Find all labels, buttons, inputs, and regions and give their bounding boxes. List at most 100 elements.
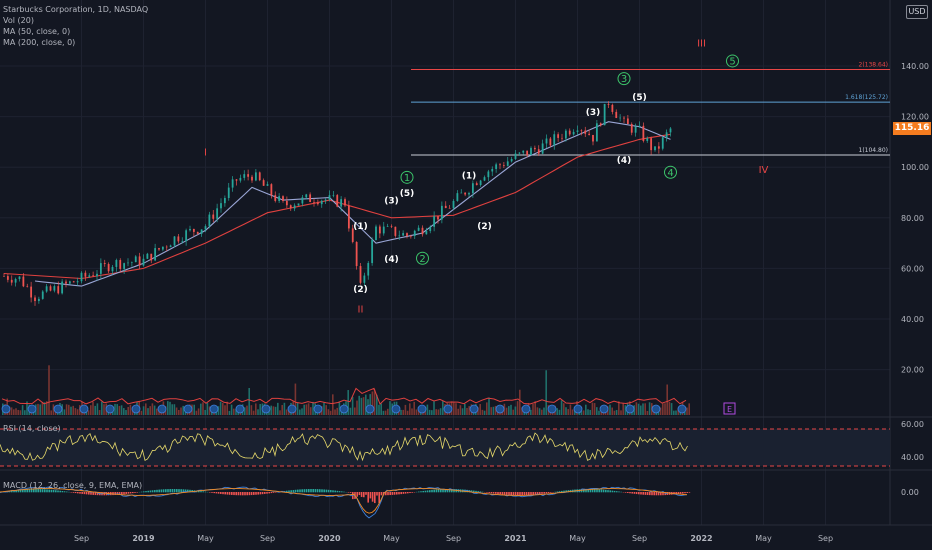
macd-histogram-bar: [228, 492, 231, 495]
volume-bar: [376, 394, 378, 415]
volume-bar: [283, 402, 286, 415]
volume-bar: [233, 408, 235, 415]
volume-bar: [252, 410, 255, 415]
volume-bar: [50, 410, 52, 415]
legend-ma50[interactable]: MA (50, close, 0): [3, 27, 71, 36]
price-tick-label: 120.00: [901, 113, 929, 122]
macd-histogram-bar: [602, 489, 605, 493]
volume-bar: [587, 409, 589, 415]
volume-bar: [486, 402, 488, 415]
candle-body: [158, 248, 160, 250]
candle-body: [611, 104, 614, 112]
volume-bar: [464, 403, 466, 415]
macd-histogram-bar: [268, 492, 270, 494]
macd-histogram-bar: [81, 492, 83, 494]
macd-histogram-bar: [330, 490, 332, 493]
volume-bar: [510, 404, 512, 415]
volume-bar: [17, 409, 19, 415]
macd-histogram-bar: [301, 489, 303, 493]
volume-bar: [380, 403, 382, 415]
wave-label: 2: [419, 254, 425, 265]
macd-histogram-bar: [211, 492, 213, 493]
macd-histogram-bar: [556, 491, 559, 493]
macd-histogram-bar: [129, 492, 132, 494]
candle-body: [266, 184, 269, 186]
candle-body: [425, 231, 428, 235]
macd-histogram-bar: [539, 492, 541, 495]
candle-body: [30, 286, 33, 298]
candle-body: [142, 258, 145, 266]
candle-body: [49, 286, 52, 291]
candle-body: [592, 134, 594, 142]
dividend-marker: [209, 404, 219, 414]
candle-body: [483, 177, 486, 181]
dividend-marker: [183, 404, 193, 414]
macd-histogram-bar: [26, 489, 28, 493]
volume-bar: [48, 365, 50, 415]
volume-bar: [52, 404, 55, 415]
volume-bar: [43, 402, 46, 415]
ma50-path: [34, 121, 671, 287]
legend-macd[interactable]: MACD (12, 26, close, 9, EMA, EMA): [3, 481, 143, 490]
macd-histogram-bar: [125, 492, 127, 494]
volume-bar: [442, 401, 444, 415]
macd-histogram-bar: [475, 490, 477, 493]
legend-rsi[interactable]: RSI (14, close): [3, 424, 61, 433]
candle-body: [417, 227, 420, 231]
macd-tick-label: 0.00: [901, 488, 919, 497]
candle-body: [320, 200, 323, 205]
macd-histogram-bar: [490, 492, 493, 494]
volume-bar: [39, 404, 41, 415]
dividend-marker: [495, 404, 505, 414]
candle-body: [165, 246, 168, 248]
macd-histogram-bar: [61, 490, 64, 493]
volume-bar: [646, 410, 649, 415]
macd-histogram-bar: [677, 492, 680, 495]
macd-histogram-bar: [433, 489, 435, 493]
macd-histogram-bar: [501, 492, 504, 495]
macd-histogram-bar: [380, 492, 383, 496]
candle-body: [196, 231, 199, 234]
volume-bar: [351, 396, 354, 415]
dividend-marker: [157, 404, 167, 414]
candle-body: [123, 263, 126, 269]
candle-body: [448, 208, 451, 209]
volume-bar: [466, 407, 468, 415]
candle-body: [561, 137, 563, 139]
macd-histogram-bar: [244, 492, 246, 496]
volume-bar: [349, 407, 352, 415]
legend-ma200[interactable]: MA (200, close, 0): [3, 38, 76, 47]
macd-histogram-bar: [389, 492, 391, 496]
volume-bar: [235, 408, 237, 415]
candle-body: [274, 195, 277, 201]
macd-histogram-bar: [200, 491, 202, 493]
macd-histogram-bar: [136, 492, 138, 493]
macd-histogram-bar: [367, 492, 369, 503]
dividend-marker: [677, 404, 687, 414]
volume-bar: [662, 403, 664, 415]
currency-button[interactable]: USD: [906, 5, 928, 19]
macd-histogram-bar: [66, 491, 68, 493]
macd-histogram-bar: [334, 490, 336, 493]
price-tick-label: 60.00: [901, 264, 924, 273]
rsi-band: [0, 429, 890, 466]
legend-symbol[interactable]: Starbucks Corporation, 1D, NASDAQ: [3, 5, 149, 14]
candle-body: [14, 279, 17, 283]
volume-bar: [505, 407, 508, 415]
volume-bar: [167, 401, 169, 415]
dividend-marker: [443, 404, 453, 414]
macd-histogram-bar: [338, 491, 341, 493]
candle-body: [223, 197, 226, 204]
candle-body: [665, 132, 668, 138]
macd-histogram-bar: [387, 492, 389, 496]
macd-histogram-bar: [402, 492, 405, 494]
legend-vol[interactable]: Vol (20): [3, 16, 34, 25]
candle-body: [146, 253, 149, 259]
volume-bar: [598, 410, 600, 415]
candle-body: [289, 205, 292, 209]
candle-body: [313, 202, 315, 203]
macd-histogram-bar: [272, 492, 275, 493]
candle-body: [76, 281, 79, 283]
candle-body: [34, 297, 36, 302]
candle-body: [433, 216, 436, 227]
